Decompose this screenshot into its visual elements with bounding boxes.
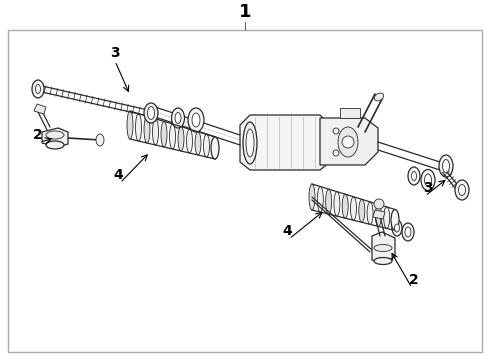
Ellipse shape [243,122,257,164]
Ellipse shape [359,199,365,222]
Text: 3: 3 [110,46,120,60]
Polygon shape [34,104,46,114]
Circle shape [333,128,339,134]
Ellipse shape [203,134,210,157]
Ellipse shape [170,124,175,149]
Ellipse shape [342,194,348,218]
Polygon shape [42,128,68,147]
Text: 4: 4 [282,224,292,238]
Ellipse shape [374,257,392,265]
Bar [8,30,482,352]
Ellipse shape [152,119,158,145]
Ellipse shape [246,129,254,157]
Ellipse shape [144,103,158,123]
Polygon shape [373,210,385,219]
Ellipse shape [408,167,420,185]
Ellipse shape [309,184,315,210]
Ellipse shape [424,174,432,186]
Ellipse shape [187,129,193,153]
Polygon shape [320,118,378,165]
Polygon shape [240,115,330,170]
Ellipse shape [374,93,384,101]
Ellipse shape [350,197,357,220]
Ellipse shape [392,210,398,230]
Ellipse shape [136,114,142,141]
Ellipse shape [32,80,44,98]
Polygon shape [340,108,360,118]
Ellipse shape [212,137,218,159]
Text: 4: 4 [113,168,123,182]
Ellipse shape [188,108,204,132]
Polygon shape [372,232,395,263]
Ellipse shape [175,112,181,123]
Ellipse shape [35,85,41,94]
Ellipse shape [318,186,323,212]
Ellipse shape [421,170,435,190]
Ellipse shape [172,108,185,128]
Ellipse shape [455,180,469,200]
Text: 2: 2 [409,273,419,287]
Ellipse shape [161,121,167,147]
Ellipse shape [211,137,219,159]
Ellipse shape [391,210,399,230]
Ellipse shape [405,227,411,237]
Ellipse shape [334,192,340,216]
Ellipse shape [127,111,133,139]
Ellipse shape [439,155,453,177]
Ellipse shape [442,159,449,172]
Ellipse shape [459,185,466,195]
Ellipse shape [144,116,150,143]
Ellipse shape [374,244,392,252]
Ellipse shape [338,127,358,157]
Ellipse shape [392,220,402,236]
Ellipse shape [375,204,381,226]
Text: 3: 3 [423,181,433,195]
Circle shape [342,136,354,148]
Ellipse shape [46,141,64,149]
Ellipse shape [402,223,414,241]
Text: 1: 1 [239,3,251,21]
Ellipse shape [367,202,373,224]
Ellipse shape [178,127,184,151]
Ellipse shape [192,113,200,127]
Ellipse shape [325,189,332,214]
Ellipse shape [46,131,64,139]
Circle shape [333,150,339,156]
Ellipse shape [394,224,399,232]
Circle shape [374,199,384,209]
Ellipse shape [147,107,154,120]
Ellipse shape [412,171,416,180]
Text: 2: 2 [33,128,43,142]
Ellipse shape [96,134,104,146]
Ellipse shape [195,132,201,155]
Ellipse shape [384,207,390,229]
